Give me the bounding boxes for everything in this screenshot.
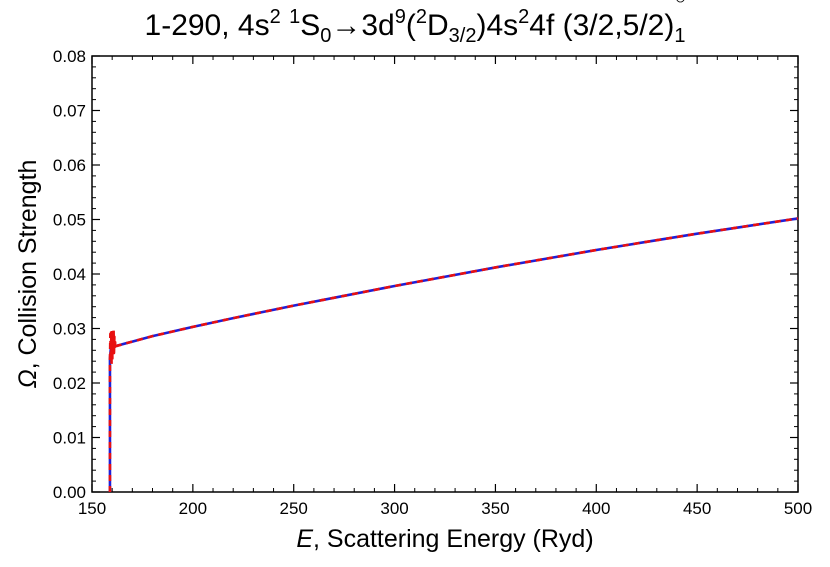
series-line-0 — [108, 217, 799, 492]
series-layer — [108, 217, 799, 492]
y-axis-title: Ω, Collision Strength — [14, 160, 42, 389]
y-tick-label-3: 0.03 — [53, 320, 86, 339]
x-tick-label-3: 300 — [380, 499, 408, 518]
y-tick-label-8: 0.08 — [53, 47, 86, 66]
x-tick-label-5: 400 — [582, 499, 610, 518]
y-tick-label-4: 0.04 — [53, 265, 86, 284]
x-tick-label-1: 200 — [179, 499, 207, 518]
y-tick-label-0: 0.00 — [53, 483, 86, 502]
axis-ticks — [91, 55, 799, 493]
plot-frame — [91, 55, 799, 493]
x-tick-label-0: 150 — [78, 499, 106, 518]
chart-title: 1-290, 4s2 1S0→3d9(2D3/2)4s24f (3/2,5/2)… — [144, 0, 687, 47]
y-tick-label-6: 0.06 — [53, 156, 86, 175]
x-tick-label-2: 250 — [280, 499, 308, 518]
y-tick-label-5: 0.05 — [53, 211, 86, 230]
y-tick-label-1: 0.01 — [53, 429, 86, 448]
y-tick-label-7: 0.07 — [53, 102, 86, 121]
x-tick-label-4: 350 — [481, 499, 509, 518]
tick-labels: 150 200 250 300 350 400 450 500 0.00 0.01 0.02 0.03… — [53, 47, 812, 518]
x-tick-label-6: 450 — [683, 499, 711, 518]
y-tick-label-2: 0.02 — [53, 374, 86, 393]
x-tick-label-7: 500 — [784, 499, 812, 518]
series-line-1 — [108, 217, 799, 492]
x-axis-title: E, Scattering Energy (Ryd) — [296, 525, 593, 553]
